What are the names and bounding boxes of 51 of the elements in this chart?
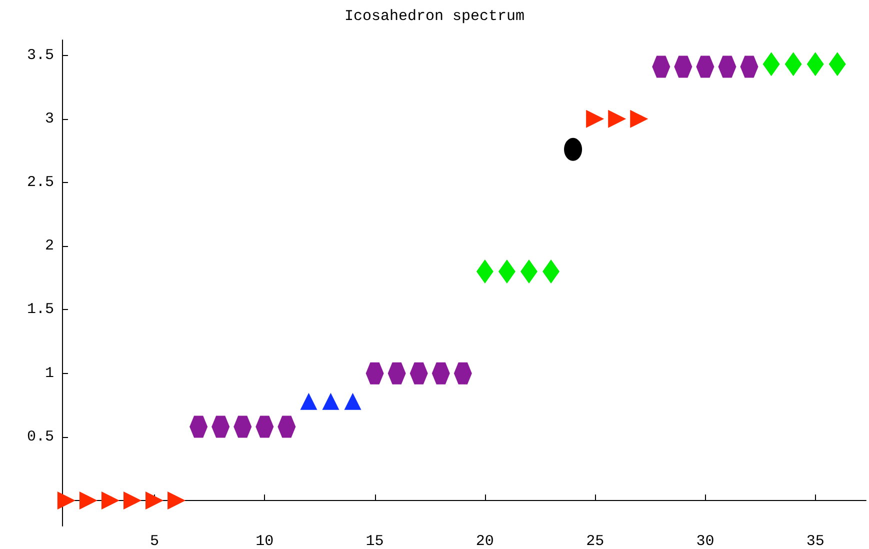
point <box>762 52 780 76</box>
point <box>146 492 164 510</box>
x-tick-label: 20 <box>476 533 494 549</box>
point <box>123 492 142 510</box>
point <box>212 416 230 438</box>
y-tick-label: 3.5 <box>26 46 54 64</box>
point <box>674 56 692 78</box>
x-tick-label: 30 <box>696 533 714 549</box>
point <box>101 492 120 510</box>
point <box>784 52 802 76</box>
point <box>806 52 824 76</box>
point <box>542 260 560 284</box>
point <box>57 492 76 510</box>
point <box>630 110 648 128</box>
point <box>278 416 296 438</box>
point <box>586 110 604 128</box>
y-tick-label: 3 <box>44 110 54 128</box>
point <box>476 260 494 284</box>
y-tick-label: 1.5 <box>26 301 54 318</box>
y-tick-label: 1 <box>44 364 54 382</box>
point <box>564 138 582 161</box>
point <box>652 56 670 78</box>
x-tick-label: 5 <box>150 533 160 549</box>
point <box>168 492 186 510</box>
point <box>410 362 428 384</box>
point <box>696 56 714 78</box>
point <box>234 416 252 438</box>
point <box>388 362 406 384</box>
x-tick-label: 35 <box>806 533 824 549</box>
point <box>322 392 340 410</box>
point <box>608 110 626 128</box>
point <box>828 52 846 76</box>
point <box>740 56 758 78</box>
y-tick-label: 0.5 <box>26 428 54 446</box>
y-tick-label: 2 <box>44 238 54 255</box>
point <box>344 392 362 410</box>
point <box>256 416 274 438</box>
point <box>366 362 384 384</box>
x-tick-label: 25 <box>586 533 604 549</box>
point <box>498 260 516 284</box>
point <box>432 362 450 384</box>
point <box>79 492 98 510</box>
point <box>520 260 538 284</box>
point <box>718 56 736 78</box>
x-tick-label: 10 <box>256 533 274 549</box>
x-tick-label: 15 <box>366 533 384 549</box>
point <box>300 392 318 410</box>
y-tick-label: 2.5 <box>26 174 54 191</box>
chart-title: Icosahedron spectrum <box>344 8 525 25</box>
point <box>190 416 208 438</box>
point <box>454 362 472 384</box>
